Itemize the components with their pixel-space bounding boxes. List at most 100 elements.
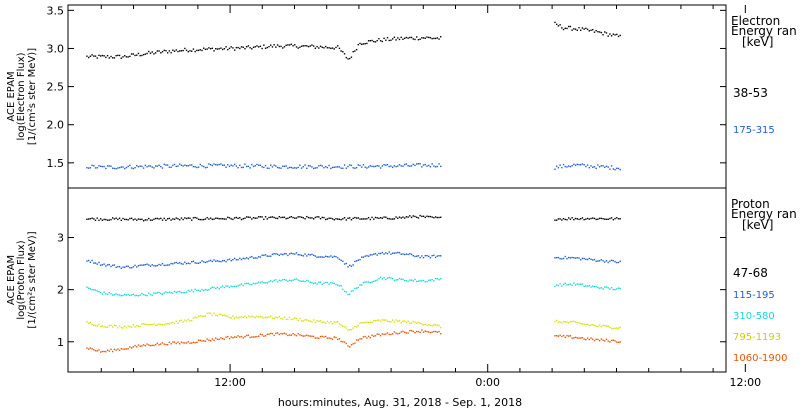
data-point [590, 217, 592, 220]
data-point [242, 166, 244, 169]
data-point [359, 42, 361, 45]
data-point [213, 339, 215, 341]
data-point [378, 217, 380, 220]
data-point [292, 216, 294, 219]
data-point [400, 36, 402, 39]
data-point [335, 218, 337, 220]
data-point [318, 47, 320, 49]
data-point [108, 350, 110, 352]
data-point [122, 166, 124, 168]
data-point [99, 325, 102, 328]
data-point [249, 47, 251, 49]
data-point [249, 336, 251, 339]
data-point [390, 165, 392, 167]
data-point [373, 335, 375, 337]
data-point [433, 324, 435, 326]
data-point [89, 55, 92, 57]
data-point [585, 323, 587, 326]
data-point [225, 218, 227, 220]
data-point [592, 166, 594, 168]
data-point [354, 50, 356, 52]
data-point [122, 327, 124, 329]
data-point [129, 217, 131, 220]
data-point [598, 31, 601, 33]
data-point [215, 314, 217, 316]
data-point [220, 337, 222, 339]
data-point [371, 165, 373, 168]
data-point [381, 217, 384, 219]
data-point [216, 48, 219, 50]
data-point [168, 291, 171, 293]
data-point [177, 50, 179, 53]
series-electron-38-53 [86, 21, 621, 60]
data-point [352, 217, 354, 220]
data-point [196, 316, 198, 319]
data-point [99, 264, 102, 266]
data-point [604, 340, 606, 342]
data-point [619, 260, 621, 262]
data-point [204, 167, 207, 169]
data-point [590, 324, 592, 326]
data-point [414, 38, 416, 41]
y-axis-label-line: ACE EPAM [6, 71, 17, 121]
data-point [263, 218, 265, 220]
data-point [319, 256, 322, 258]
data-point [223, 286, 226, 289]
data-point [393, 218, 396, 220]
data-point [182, 292, 184, 294]
data-point [163, 264, 165, 267]
data-point [282, 216, 284, 219]
data-point [259, 282, 262, 284]
data-point [311, 217, 313, 219]
data-point [362, 336, 365, 338]
data-point [316, 337, 318, 339]
data-point [376, 39, 378, 42]
data-point [595, 285, 597, 288]
data-point [209, 47, 212, 50]
data-point [345, 262, 347, 265]
data-point [602, 324, 604, 327]
data-point [379, 252, 382, 255]
data-point [593, 166, 596, 168]
data-point [271, 317, 274, 319]
data-point [347, 266, 349, 268]
data-point [426, 254, 428, 257]
data-point [221, 314, 224, 317]
data-point [350, 328, 353, 331]
y-axis-label-line: ACE EPAM [6, 255, 17, 305]
data-point [165, 50, 167, 52]
series-proton-115-195 [86, 251, 621, 270]
data-point [94, 55, 97, 57]
data-point [184, 342, 186, 344]
data-point [374, 216, 377, 219]
data-point [306, 215, 308, 218]
data-point [189, 320, 191, 322]
data-point [302, 280, 305, 282]
data-point [354, 167, 356, 169]
data-point [115, 54, 117, 57]
data-point [124, 348, 126, 350]
data-point [196, 217, 198, 219]
data-point [410, 279, 413, 281]
data-point [397, 320, 399, 322]
data-point [237, 46, 239, 49]
data-point [120, 219, 122, 222]
data-point [335, 255, 337, 258]
data-point [192, 217, 195, 219]
data-point [583, 323, 585, 325]
data-point [600, 259, 603, 261]
data-point [216, 286, 219, 289]
data-point [409, 215, 411, 217]
data-point [436, 324, 439, 326]
data-point [112, 167, 114, 169]
data-point [592, 285, 594, 287]
data-point [554, 219, 556, 221]
data-point [302, 45, 305, 47]
data-point [424, 330, 426, 332]
data-point [242, 316, 244, 319]
data-point [294, 278, 296, 281]
data-point [99, 291, 102, 294]
data-point [371, 281, 373, 283]
data-point [364, 335, 366, 338]
data-point [433, 37, 435, 40]
